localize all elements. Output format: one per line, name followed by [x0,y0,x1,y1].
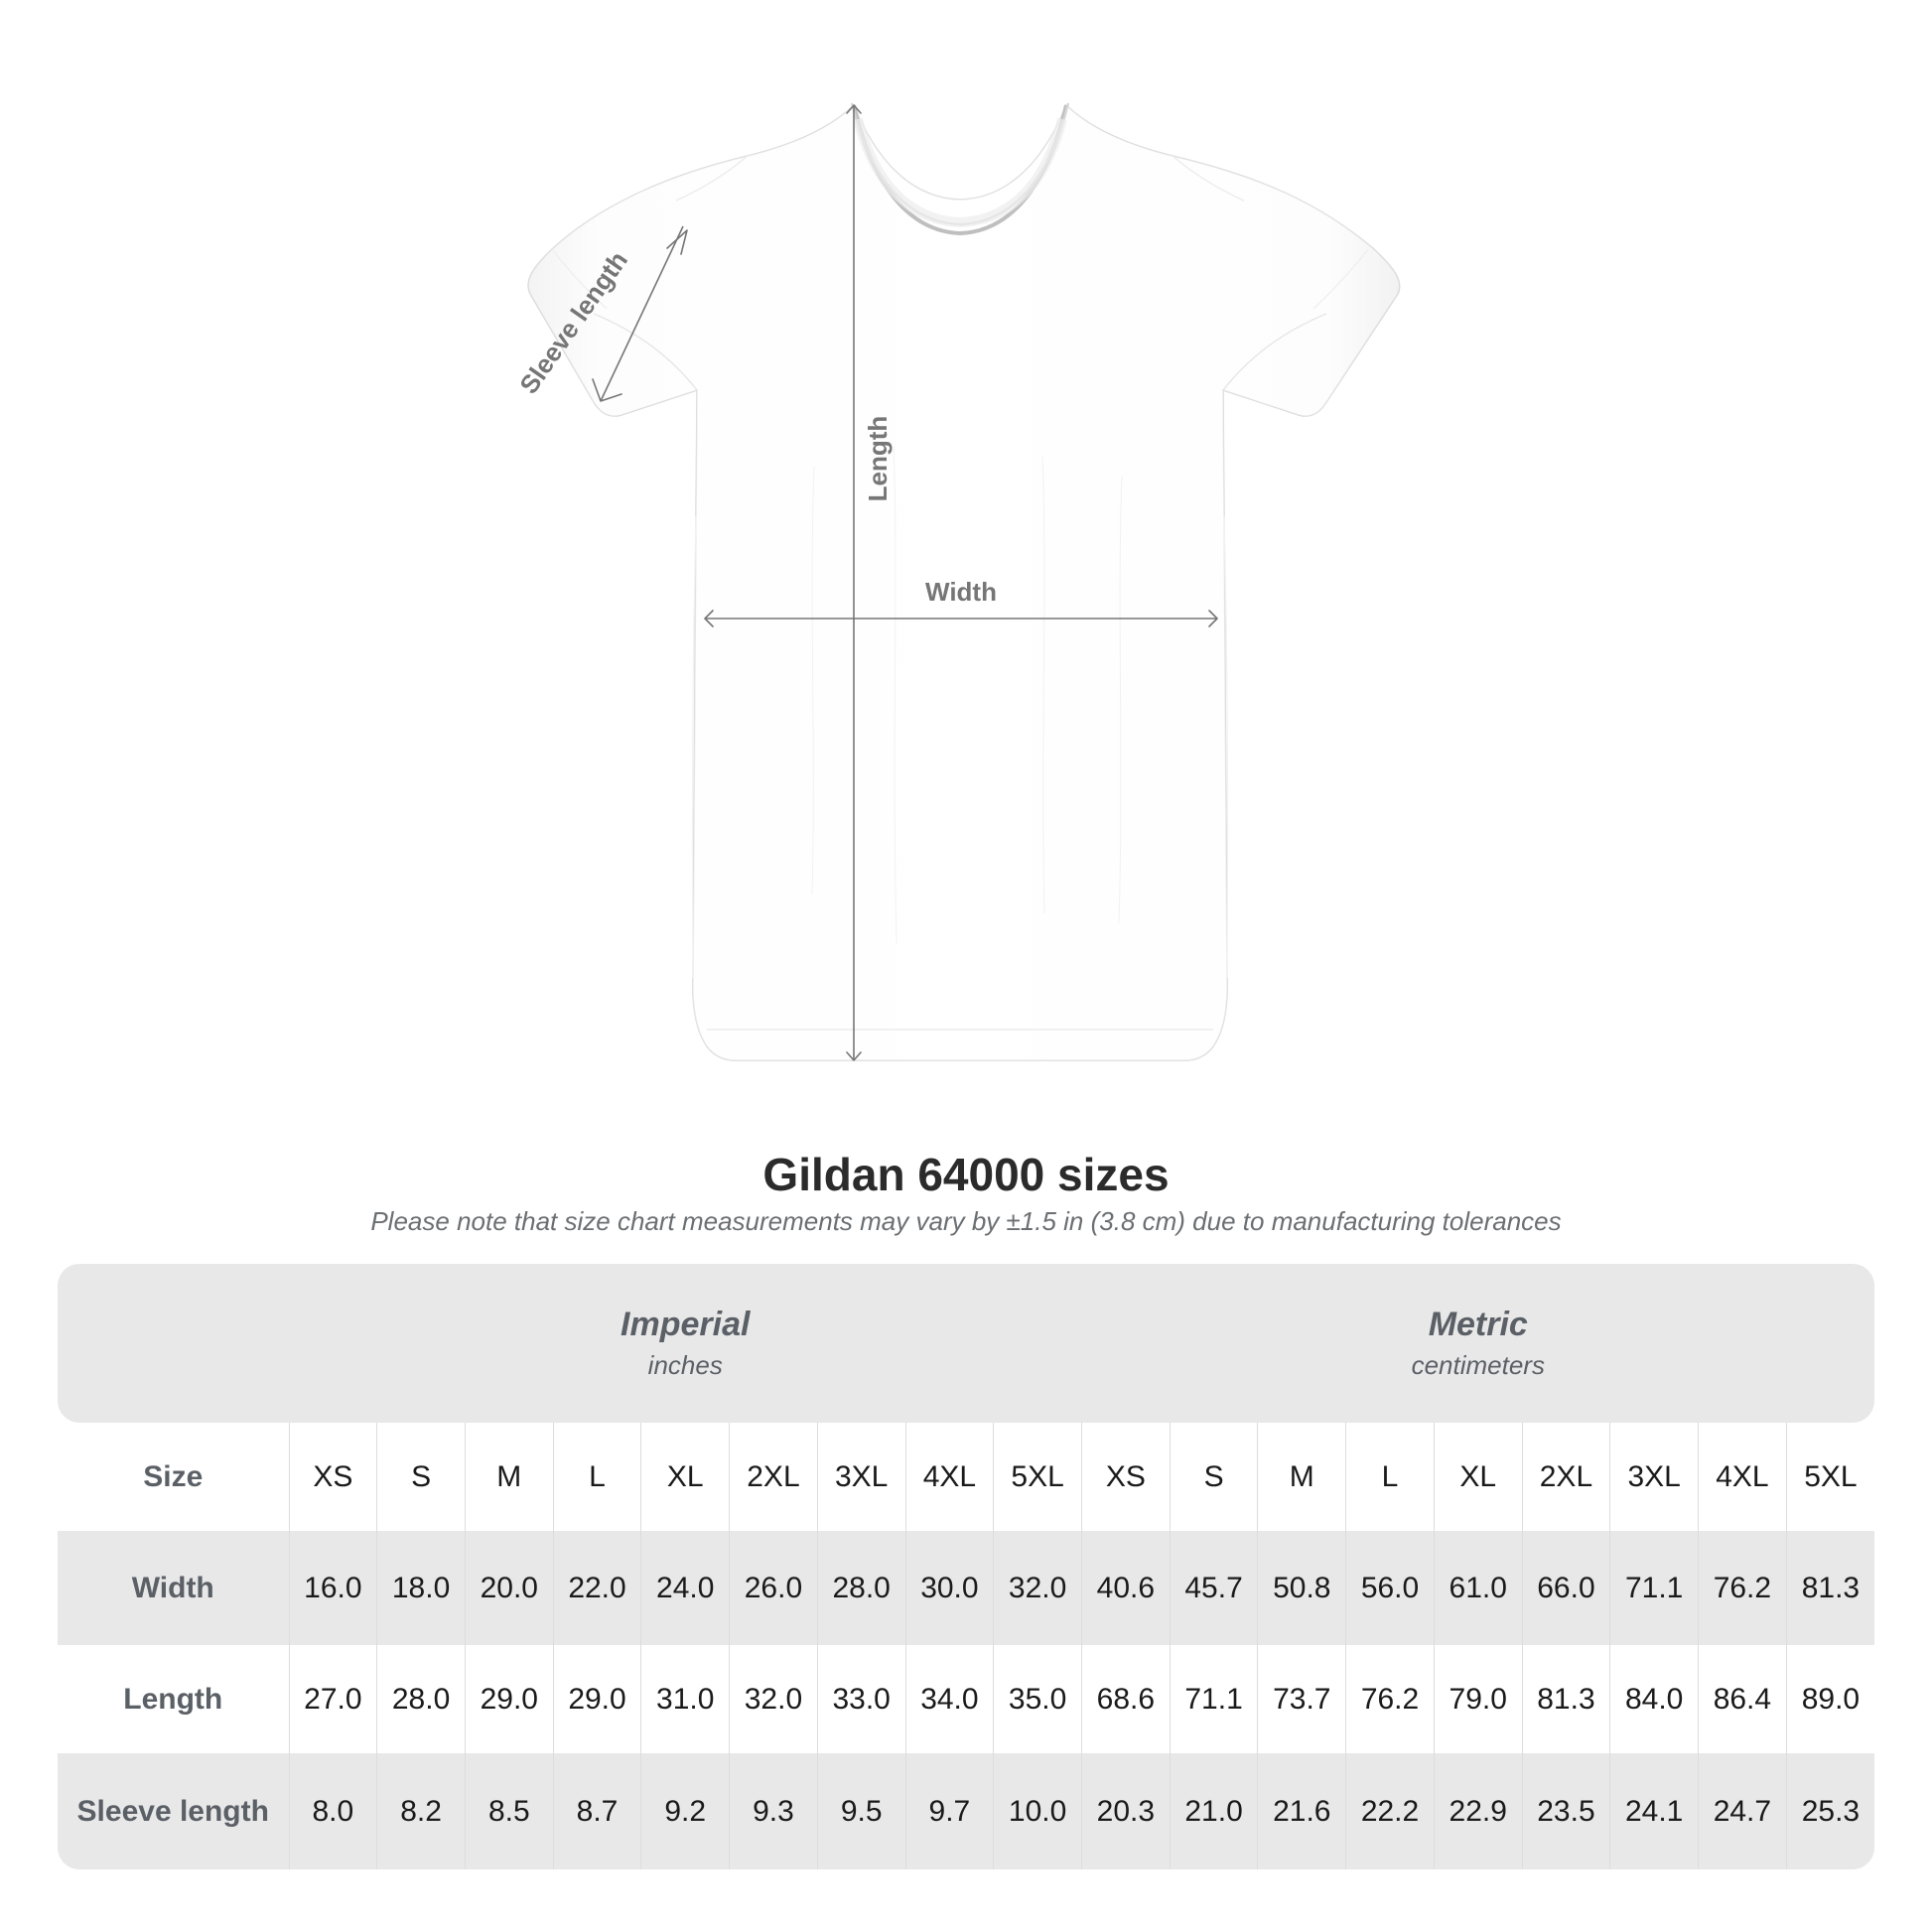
svg-text:Width: Width [925,577,997,607]
svg-text:Length: Length [863,416,893,502]
